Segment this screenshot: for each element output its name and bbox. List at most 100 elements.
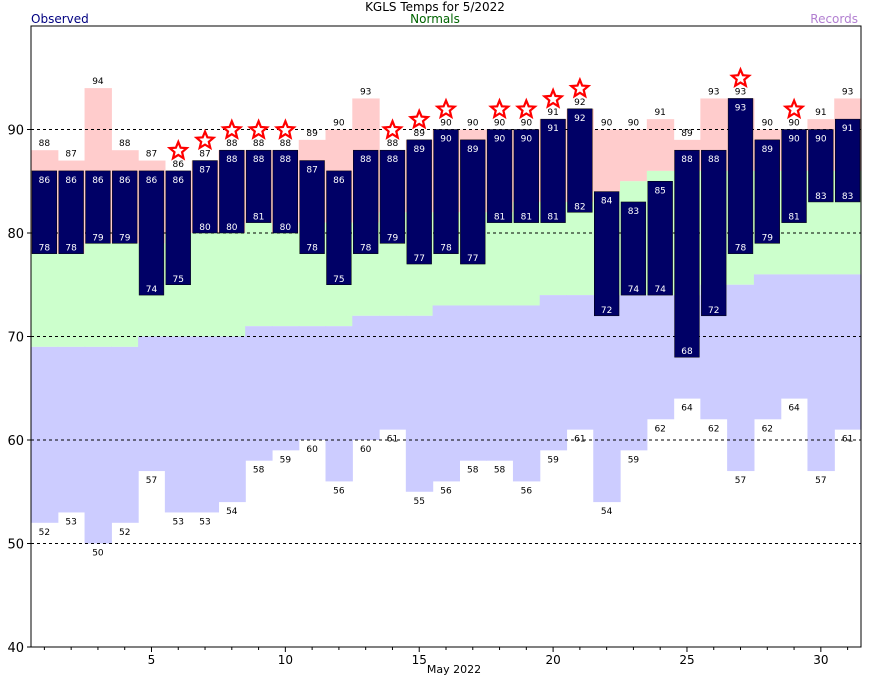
observed-high-label: 90 — [521, 135, 533, 145]
record-low-band — [539, 295, 568, 451]
observed-low-label: 79 — [92, 233, 104, 243]
observed-low-label: 79 — [387, 233, 399, 243]
record-high-label: 88 — [39, 139, 51, 149]
observed-bar — [326, 170, 352, 285]
observed-bar — [594, 191, 620, 317]
observed-high-label: 86 — [333, 176, 345, 186]
observed-bar — [674, 149, 700, 358]
normal-band — [31, 253, 59, 347]
observed-bar — [701, 149, 727, 317]
x-tick-label: 25 — [679, 653, 694, 667]
record-low-label: 58 — [253, 466, 265, 476]
observed-high-label: 86 — [146, 176, 158, 186]
y-tick-label: 90 — [7, 124, 24, 139]
y-tick-label: 50 — [7, 538, 24, 553]
observed-high-label: 88 — [360, 155, 372, 165]
record-low-label: 59 — [280, 455, 292, 465]
observed-high-label: 93 — [735, 103, 746, 113]
record-low-band — [379, 315, 407, 430]
observed-low-label: 78 — [306, 244, 318, 254]
record-low-band — [807, 274, 835, 472]
record-high-label: 90 — [521, 119, 533, 129]
record-high-label: 90 — [494, 119, 506, 129]
observed-high-label: 88 — [280, 155, 292, 165]
observed-high-label: 90 — [440, 135, 452, 145]
record-high-label: 93 — [360, 87, 371, 97]
normal-band — [271, 233, 300, 327]
observed-high-label: 87 — [199, 166, 210, 176]
observed-high-label: 92 — [574, 114, 585, 124]
record-high-label: 89 — [413, 129, 425, 139]
record-low-label: 56 — [333, 486, 345, 496]
record-low-band — [459, 305, 487, 461]
x-tick-label: 10 — [278, 653, 293, 667]
record-star-icon — [407, 108, 431, 130]
record-low-band — [593, 295, 621, 503]
observed-bar — [112, 170, 138, 244]
observed-high-label: 88 — [708, 155, 720, 165]
record-low-label: 57 — [815, 476, 826, 486]
observed-high-label: 91 — [842, 124, 853, 134]
normal-band — [57, 253, 86, 347]
record-star-icon — [782, 97, 806, 120]
observed-low-label: 75 — [173, 275, 184, 285]
observed-bar — [486, 129, 513, 223]
record-high-label: 87 — [146, 150, 157, 160]
observed-high-label: 89 — [762, 145, 774, 155]
record-low-label: 61 — [574, 435, 585, 445]
record-low-label: 57 — [146, 476, 157, 486]
observed-low-label: 74 — [146, 285, 158, 295]
y-tick-label: 70 — [7, 331, 24, 346]
record-low-band — [405, 315, 434, 492]
observed-bar — [299, 160, 325, 254]
observed-bar — [834, 118, 861, 203]
record-low-band — [31, 346, 59, 523]
observed-low-label: 78 — [735, 244, 747, 254]
observed-low-label: 83 — [842, 192, 853, 202]
record-low-band — [512, 305, 541, 482]
chart-title: KGLS Temps for 5/2022 — [365, 0, 505, 14]
record-low-label: 64 — [681, 404, 693, 414]
observed-low-label: 68 — [681, 347, 693, 357]
observed-low-label: 77 — [413, 254, 424, 264]
observed-high-label: 86 — [65, 176, 77, 186]
observed-bar — [513, 129, 539, 223]
observed-high-label: 89 — [413, 145, 425, 155]
record-high-label: 86 — [173, 160, 185, 170]
observed-bar — [754, 139, 780, 244]
observed-high-label: 90 — [815, 135, 827, 145]
normal-band — [566, 201, 594, 296]
record-low-label: 53 — [199, 517, 210, 527]
observed-low-label: 81 — [547, 213, 558, 223]
record-star-icon — [166, 138, 190, 161]
x-tick-label: 30 — [813, 653, 828, 667]
record-low-label: 64 — [788, 404, 800, 414]
observed-bar — [219, 149, 245, 234]
observed-bar — [58, 170, 84, 254]
record-low-label: 53 — [173, 517, 184, 527]
record-low-band — [164, 336, 193, 513]
legend-normals: Normals — [410, 12, 460, 26]
observed-low-label: 77 — [467, 254, 478, 264]
record-low-band — [271, 326, 300, 451]
y-tick-label: 60 — [7, 434, 24, 449]
x-tick-label: 15 — [412, 653, 427, 667]
record-high-label: 93 — [708, 87, 719, 97]
observed-high-label: 86 — [119, 176, 131, 186]
record-low-label: 55 — [413, 497, 424, 507]
observed-high-label: 90 — [494, 135, 506, 145]
record-low-label: 53 — [65, 517, 76, 527]
record-high-label: 87 — [199, 150, 210, 160]
record-low-band — [111, 346, 139, 523]
record-high-label: 88 — [226, 139, 238, 149]
observed-bar — [272, 149, 298, 234]
record-high-label: 91 — [654, 108, 665, 118]
record-star-icon — [541, 87, 565, 109]
observed-high-label: 88 — [226, 155, 238, 165]
observed-high-label: 88 — [681, 155, 693, 165]
record-high-label: 90 — [762, 119, 774, 129]
record-high-label: 87 — [65, 150, 76, 160]
record-star-icon — [381, 118, 404, 140]
observed-bar — [620, 201, 647, 296]
record-low-band — [57, 346, 86, 513]
